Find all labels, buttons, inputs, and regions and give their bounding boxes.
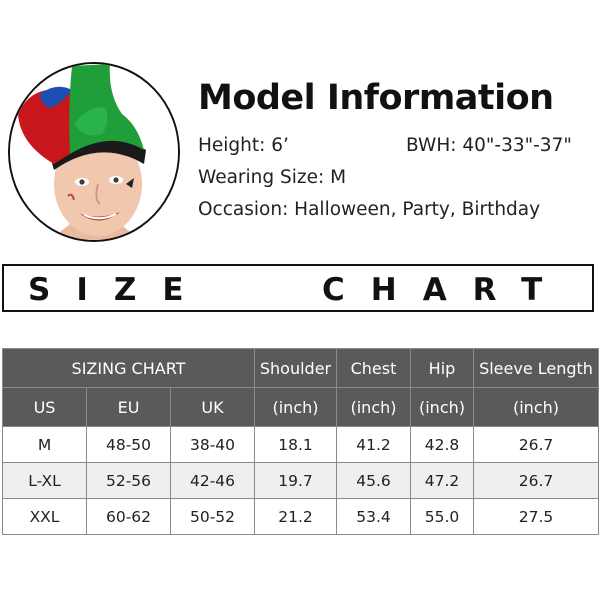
cell-eu: 48-50 (86, 426, 171, 463)
header-shoulder: Shoulder (254, 348, 337, 388)
cell-shoulder: 21.2 (254, 498, 337, 535)
cell-eu: 52-56 (86, 462, 171, 499)
model-photo (8, 62, 180, 242)
cell-chest: 45.6 (336, 462, 411, 499)
cell-us: M (2, 426, 87, 463)
model-bwh: BWH: 40"-33"-37" (406, 135, 572, 156)
subheader-eu: EU (86, 387, 171, 427)
subheader-us: US (2, 387, 87, 427)
cell-chest: 53.4 (336, 498, 411, 535)
cell-chest: 41.2 (336, 426, 411, 463)
sizing-chart-table: SIZING CHART Shoulder Chest Hip Sleeve L… (2, 348, 599, 535)
sizing-chart-group-header: SIZING CHART (2, 348, 255, 388)
cell-uk: 38-40 (170, 426, 255, 463)
size-chart-banner: SIZE CHART (2, 264, 594, 312)
model-information-title: Model Information (198, 78, 554, 118)
table-row: L-XL 52-56 42-46 19.7 45.6 47.2 26.7 (2, 462, 599, 499)
model-wearing-size: Wearing Size: M (198, 167, 347, 188)
cell-sleeve-length: 26.7 (473, 426, 599, 463)
subheader-hip-unit: (inch) (410, 387, 474, 427)
cell-hip: 47.2 (410, 462, 474, 499)
header-sleeve-length: Sleeve Length (473, 348, 599, 388)
cell-shoulder: 19.7 (254, 462, 337, 499)
cell-hip: 55.0 (410, 498, 474, 535)
table-subheader-row: US EU UK (inch) (inch) (inch) (inch) (2, 387, 599, 427)
subheader-uk: UK (170, 387, 255, 427)
table-row: XXL 60-62 50-52 21.2 53.4 55.0 27.5 (2, 498, 599, 535)
cell-uk: 50-52 (170, 498, 255, 535)
cell-sleeve-length: 27.5 (473, 498, 599, 535)
cell-sleeve-length: 26.7 (473, 462, 599, 499)
table-header-row: SIZING CHART Shoulder Chest Hip Sleeve L… (2, 348, 599, 388)
subheader-chest-unit: (inch) (336, 387, 411, 427)
cell-shoulder: 18.1 (254, 426, 337, 463)
cell-hip: 42.8 (410, 426, 474, 463)
subheader-shoulder-unit: (inch) (254, 387, 337, 427)
table-row: M 48-50 38-40 18.1 41.2 42.8 26.7 (2, 426, 599, 463)
model-occasion: Occasion: Halloween, Party, Birthday (198, 199, 541, 220)
cell-eu: 60-62 (86, 498, 171, 535)
header-chest: Chest (336, 348, 411, 388)
banner-word-size: SIZE (28, 272, 210, 308)
cell-us: XXL (2, 498, 87, 535)
cell-uk: 42-46 (170, 462, 255, 499)
banner-word-chart: CHART (322, 272, 569, 308)
header-hip: Hip (410, 348, 474, 388)
subheader-sleeve-unit: (inch) (473, 387, 599, 427)
model-height: Height: 6’ (198, 135, 289, 156)
jester-hat-model-image (10, 64, 178, 240)
cell-us: L-XL (2, 462, 87, 499)
